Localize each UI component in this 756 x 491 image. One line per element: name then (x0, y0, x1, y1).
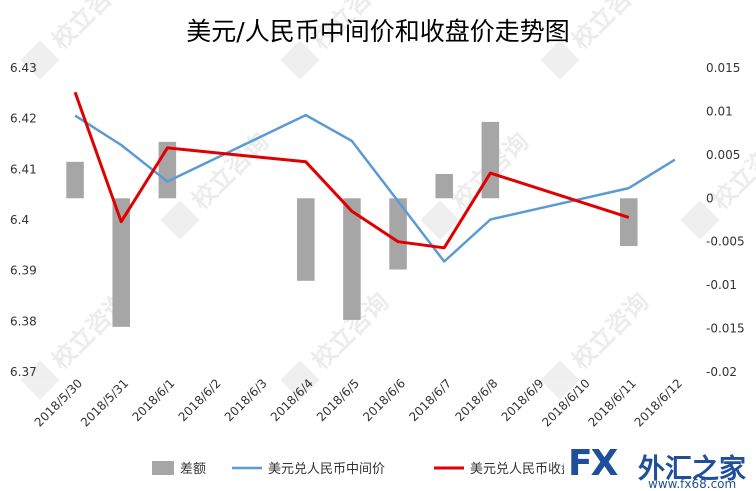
watermark-icon (540, 40, 580, 80)
right-tick-label: -0.005 (706, 235, 745, 249)
watermark: 校立咨询 (680, 127, 756, 240)
bar-diff (343, 198, 361, 320)
logo-name: 外汇之家 (638, 454, 746, 485)
watermark-text: 校立咨询 (186, 127, 274, 215)
x-tick-label: 2018/6/5 (314, 376, 362, 424)
x-tick-label: 2018/6/7 (406, 376, 454, 424)
watermark: 校立咨询 (160, 127, 274, 240)
right-axis-ticks: 0.015 0.01 0.005 0 -0.005 -0.01 -0.015 -0.02 (706, 61, 745, 379)
x-tick-label: 2018/5/31 (78, 376, 131, 429)
watermark: 校立咨询 (20, 0, 134, 80)
left-axis-ticks: 6.37 6.38 6.39 6.4 6.41 6.42 6.43 (10, 61, 37, 379)
left-tick-label: 6.39 (10, 264, 37, 278)
watermark-text: 校立咨询 (566, 287, 654, 375)
watermark-text: 校立咨询 (46, 0, 134, 55)
bar-diff (389, 198, 407, 270)
bar-diff (620, 198, 638, 247)
x-tick-label: 2018/6/8 (452, 376, 500, 424)
fx68-logo: FX 外汇之家 www.fx68.com (564, 441, 756, 491)
legend-swatch-bar (152, 461, 174, 475)
watermark-text: 校立咨询 (566, 0, 654, 55)
left-tick-label: 6.42 (10, 112, 37, 126)
left-tick-label: 6.38 (10, 314, 37, 328)
legend: 差额 美元兑人民币中间价 美元兑人民币收盘价 (152, 461, 587, 477)
bar-diff (112, 198, 130, 327)
bar-diff (481, 121, 500, 199)
watermark-icon (160, 200, 200, 240)
watermark-layer: 校立咨询校立咨询校立咨询校立咨询校立咨询校立咨询校立咨询校立咨询校立咨询 (20, 0, 756, 400)
legend-label-close: 美元兑人民币收盘价 (470, 461, 587, 477)
x-tick-label: 2018/6/2 (176, 376, 224, 424)
logo-url: www.fx68.com (648, 477, 737, 491)
x-tick-label: 2018/6/12 (632, 376, 685, 429)
watermark-icon (540, 360, 580, 400)
chart-title: 美元/人民币中间价和收盘价走势图 (186, 17, 569, 46)
bar-diff (435, 173, 453, 199)
bar-diff (297, 198, 315, 281)
right-tick-label: 0.015 (706, 61, 740, 75)
right-tick-label: 0.01 (706, 104, 733, 118)
right-tick-label: 0.005 (706, 148, 740, 162)
bar-series-diff (66, 121, 638, 327)
legend-label-mid: 美元兑人民币中间价 (268, 462, 385, 477)
bar-diff (66, 161, 84, 199)
right-tick-label: -0.01 (706, 278, 737, 292)
left-tick-label: 6.43 (10, 61, 37, 75)
logo-brand: FX (568, 443, 618, 484)
x-tick-label: 2018/6/6 (360, 376, 408, 424)
line-series-layer (73, 91, 676, 263)
legend-label-diff: 差额 (180, 462, 206, 477)
x-tick-label: 2018/6/1 (129, 376, 177, 424)
watermark: 校立咨询 (280, 287, 394, 400)
right-tick-label: -0.015 (706, 322, 745, 336)
line-series-close (73, 91, 630, 250)
x-tick-label: 2018/6/11 (585, 376, 638, 429)
right-tick-label: 0 (706, 191, 714, 205)
left-tick-label: 6.37 (10, 365, 37, 379)
x-tick-label: 2018/6/3 (222, 376, 270, 424)
left-tick-label: 6.4 (10, 213, 29, 227)
watermark-icon (680, 200, 720, 240)
x-tick-label: 2018/6/9 (499, 376, 547, 424)
watermark: 校立咨询 (540, 287, 654, 400)
watermark-text: 校立咨询 (706, 127, 756, 215)
x-axis-ticks: 2018/5/302018/5/312018/6/12018/6/22018/6… (32, 376, 685, 429)
line-series-midpoint (74, 113, 676, 263)
watermark-icon (280, 40, 320, 80)
left-tick-label: 6.41 (10, 162, 37, 176)
right-tick-label: -0.02 (706, 365, 737, 379)
